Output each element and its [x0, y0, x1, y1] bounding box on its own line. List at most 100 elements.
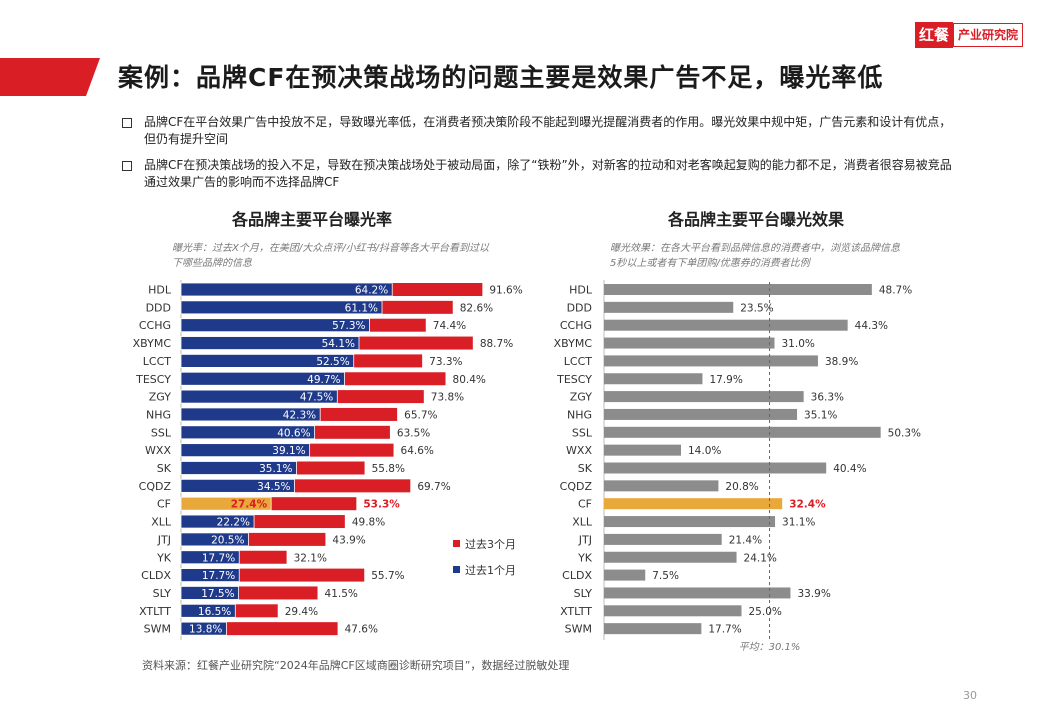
right-value-label: 21.4%: [729, 534, 762, 546]
left-value-1month: 17.7%: [202, 570, 235, 582]
right-bar: [604, 355, 818, 367]
left-value-1month: 52.5%: [316, 356, 349, 368]
left-category-label: CQDZ: [139, 480, 172, 493]
right-value-label: 32.4%: [789, 499, 826, 511]
left-value-3month: 74.4%: [433, 320, 466, 332]
left-value-3month: 82.6%: [460, 302, 493, 314]
right-category-label: CCHG: [560, 319, 592, 332]
left-value-1month: 61.1%: [345, 302, 378, 314]
left-value-1month: 42.3%: [283, 409, 316, 421]
right-category-label: CLDX: [562, 569, 592, 582]
right-value-label: 50.3%: [888, 427, 921, 439]
right-category-label: NHG: [567, 408, 592, 421]
right-category-label: XTLTT: [560, 605, 592, 618]
left-category-label: XLL: [151, 516, 172, 529]
left-value-3month: 41.5%: [325, 588, 358, 600]
left-value-3month: 53.3%: [363, 499, 400, 511]
left-bar-1month: [180, 318, 370, 333]
page-title: 案例：品牌CF在预决策战场的问题主要是效果广告不足，曝光率低: [118, 63, 884, 92]
right-value-label: 14.0%: [688, 445, 721, 457]
left-category-label: ZGY: [149, 391, 172, 404]
right-category-label: HDL: [569, 284, 593, 297]
left-category-label: NHG: [146, 408, 171, 421]
left-value-1month: 54.1%: [322, 338, 355, 350]
right-bar: [604, 516, 776, 528]
right-bar: [604, 569, 646, 581]
left-value-1month: 64.2%: [355, 285, 388, 297]
left-category-label: SLY: [153, 587, 172, 600]
right-category-label: YK: [577, 551, 593, 564]
page-number: 30: [963, 689, 977, 702]
left-value-3month: 91.6%: [489, 285, 522, 297]
left-bar-1month: [180, 443, 311, 458]
left-value-3month: 49.8%: [352, 517, 385, 529]
right-bar: [604, 301, 734, 313]
right-value-label: 20.8%: [725, 481, 758, 493]
left-bar-1month: [180, 300, 383, 315]
right-bar: [604, 408, 798, 420]
left-value-3month: 63.5%: [397, 427, 430, 439]
left-category-label: CCHG: [139, 319, 171, 332]
right-bar: [604, 444, 681, 456]
left-category-label: LCCT: [143, 355, 171, 368]
right-bar: [604, 426, 881, 438]
left-value-1month: 57.3%: [332, 320, 365, 332]
left-category-label: SWM: [144, 623, 171, 636]
title-accent-bar: [0, 58, 100, 96]
left-value-3month: 55.7%: [371, 570, 404, 582]
left-category-label: HDL: [148, 284, 172, 297]
average-label: 平均：30.1%: [739, 641, 801, 653]
right-value-label: 17.7%: [708, 624, 741, 636]
right-value-label: 31.0%: [782, 338, 815, 350]
legend-swatch-1month: [453, 566, 460, 573]
left-bar-1month: [180, 461, 297, 475]
left-value-1month: 35.1%: [259, 463, 292, 475]
left-value-1month: 27.4%: [231, 499, 268, 511]
left-bar-1month: [180, 586, 239, 600]
right-value-label: 36.3%: [811, 392, 844, 404]
right-category-label: CF: [578, 498, 592, 511]
left-category-label: YK: [156, 551, 172, 564]
left-category-label: XTLTT: [139, 605, 171, 618]
left-value-1month: 16.5%: [198, 606, 231, 618]
right-bar: [604, 462, 827, 474]
left-value-3month: 43.9%: [332, 534, 365, 546]
left-value-1month: 47.5%: [300, 392, 333, 404]
legend-label-3month: 过去3个月: [465, 538, 516, 551]
left-value-1month: 20.5%: [211, 534, 244, 546]
left-chart-note: 曝光率：过去X个月，在美团/大众点评/小红书/抖音等各大平台看到过以下哪些品牌的…: [172, 243, 489, 269]
legend-swatch-3month: [453, 540, 460, 547]
brand-logo: 红餐 产业研究院: [915, 22, 1024, 48]
right-chart-title: 各品牌主要平台曝光效果: [668, 210, 845, 229]
right-bar: [604, 587, 791, 599]
right-category-label: CQDZ: [560, 480, 593, 493]
right-bar: [604, 337, 775, 349]
bullet-2-text: 品牌CF在预决策战场的投入不足，导致在预决策战场处于被动局面，除了“铁粉”外，对…: [144, 158, 952, 189]
right-value-label: 24.1%: [744, 552, 777, 564]
right-bar: [604, 623, 702, 635]
right-value-label: 7.5%: [652, 570, 679, 582]
bullet-box-icon: [122, 161, 132, 171]
right-value-label: 38.9%: [825, 356, 858, 368]
right-category-label: SWM: [565, 623, 592, 636]
left-value-3month: 65.7%: [404, 409, 437, 421]
right-value-label: 33.9%: [797, 588, 830, 600]
left-value-1month: 49.7%: [307, 374, 340, 386]
right-bar: [604, 319, 848, 331]
left-value-1month: 13.8%: [189, 624, 222, 636]
right-value-label: 23.5%: [740, 302, 773, 314]
left-bar-1month: [180, 496, 272, 511]
right-category-label: ZGY: [570, 391, 593, 404]
left-value-1month: 34.5%: [257, 481, 290, 493]
right-bar: [604, 551, 737, 563]
bullet-2: 品牌CF在预决策战场的投入不足，导致在预决策战场处于被动局面，除了“铁粉”外，对…: [122, 157, 952, 191]
left-value-3month: 64.6%: [401, 445, 434, 457]
left-bar-1month: [180, 603, 236, 618]
left-category-label: CF: [157, 498, 171, 511]
left-bar-1month: [180, 478, 295, 493]
left-value-3month: 32.1%: [294, 552, 327, 564]
left-bar-1month: [180, 353, 355, 368]
right-category-label: SSL: [572, 426, 593, 439]
left-value-1month: 40.6%: [277, 427, 310, 439]
